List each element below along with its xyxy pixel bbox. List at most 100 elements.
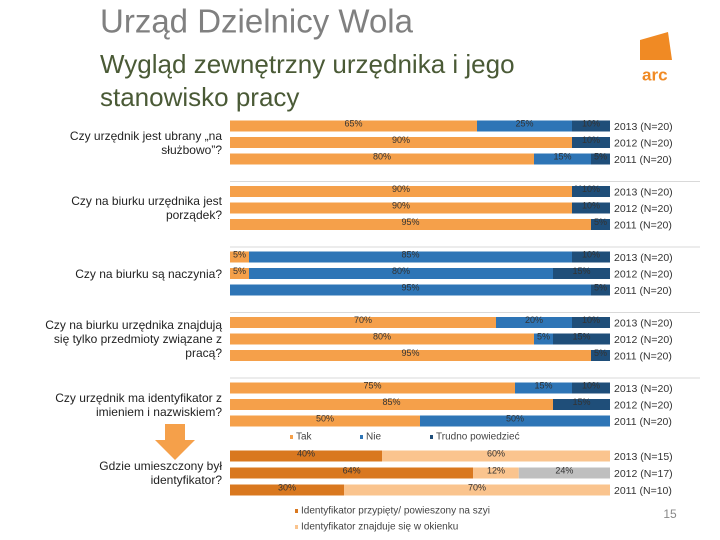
row-label: 2013 (N=20) [614, 383, 673, 395]
bar-segment [230, 202, 572, 214]
value-label: 12% [487, 465, 505, 475]
value-label: 15% [553, 151, 571, 161]
bar-segment [230, 415, 420, 427]
value-label: 50% [506, 413, 524, 423]
row-label: 2011 (N=20) [614, 285, 672, 297]
question: Czy na biurku są naczynia? [75, 266, 222, 281]
bar-segment [230, 268, 249, 279]
value-label: 10% [582, 249, 600, 259]
value-label: 50% [316, 413, 334, 423]
subtitle: Wygląd zewnętrzny urzędnika i jego stano… [100, 49, 515, 112]
bar-segment [230, 484, 344, 496]
value-label: 80% [373, 151, 391, 161]
bar-segment [382, 450, 610, 462]
logo-text: arc [642, 65, 668, 84]
value-label: 64% [343, 465, 361, 475]
legend-marker [360, 435, 363, 439]
bar-segment [344, 484, 610, 496]
bar-segment [553, 268, 610, 279]
value-label: 15% [572, 331, 590, 341]
bar-segment [230, 137, 572, 148]
value-label: 5% [594, 348, 607, 358]
value-label: 40% [297, 448, 315, 458]
legend-marker [290, 435, 293, 439]
value-label: 5% [594, 217, 607, 227]
value-label: 25% [515, 118, 533, 128]
legend-marker [295, 525, 298, 529]
bar-segment [230, 317, 496, 328]
bar-segment [534, 153, 591, 165]
bar-segment [591, 350, 610, 361]
bar-segment [572, 317, 610, 328]
value-label: 5% [233, 266, 246, 276]
bar-segment [230, 186, 572, 197]
bar-segment [572, 120, 610, 132]
question: Czy urzędnik jest ubrany „na służbowo”? [69, 128, 222, 157]
value-label: 5% [537, 331, 550, 341]
value-label: 90% [392, 184, 410, 194]
value-label: 60% [487, 448, 505, 458]
value-label: 15% [572, 397, 590, 407]
title: Urząd Dzielnicy Wola [100, 3, 414, 40]
legend-marker [430, 435, 433, 439]
legend-label: Identyfikator znajduje się w okienku [301, 522, 458, 533]
value-label: 85% [401, 249, 419, 259]
value-label: 10% [582, 184, 600, 194]
value-label: 85% [382, 397, 400, 407]
question: Czy na biurku urzędnika znajdują się tyl… [45, 318, 222, 360]
value-label: 5% [594, 151, 607, 161]
row-label: 2012 (N=20) [614, 399, 673, 411]
value-label: 65% [344, 118, 362, 128]
bar-segment [420, 415, 610, 427]
value-label: 95% [401, 348, 419, 358]
row-label: 2011 (N=20) [614, 154, 672, 166]
bar-segment [572, 186, 610, 197]
bar-segment [249, 268, 553, 279]
legend-label: Tak [296, 432, 313, 443]
bar-segment [230, 467, 474, 479]
bar-segment [230, 382, 515, 394]
row-label: 2012 (N=20) [614, 334, 673, 346]
value-label: 5% [233, 249, 246, 259]
row-label: 2011 (N=10) [614, 485, 672, 497]
bar-segment [553, 399, 610, 410]
arrow [155, 424, 195, 460]
value-label: 90% [392, 135, 410, 145]
value-label: 30% [278, 482, 296, 492]
value-label: 80% [373, 331, 391, 341]
row-label: 2012 (N=17) [614, 468, 673, 480]
logo-shape [640, 32, 672, 60]
question: Czy na biurku urzędnika jest porządek? [71, 194, 222, 222]
bar-segment [230, 120, 477, 132]
bar-segment [591, 284, 610, 296]
bar-segment [515, 382, 572, 394]
row-label: 2011 (N=20) [614, 350, 672, 362]
bar-segment [230, 450, 382, 462]
bar-segment [230, 284, 591, 296]
bar-segment [572, 382, 610, 394]
row-label: 2013 (N=20) [614, 317, 673, 329]
bar-segment [477, 120, 572, 132]
value-label: 95% [401, 282, 419, 292]
value-label: 10% [582, 118, 600, 128]
row-label: 2011 (N=20) [614, 416, 672, 428]
row-label: 2013 (N=15) [614, 451, 673, 463]
legend-label: Nie [366, 432, 381, 443]
page-number: 15 [663, 507, 677, 521]
value-label: 10% [582, 315, 600, 325]
value-label: 20% [525, 315, 543, 325]
bar-segment [518, 467, 610, 479]
bar-segment [230, 399, 553, 410]
row-label: 2012 (N=20) [614, 203, 673, 215]
value-label: 24% [555, 465, 573, 475]
bar-segment [553, 333, 610, 345]
row-label: 2011 (N=20) [614, 219, 672, 231]
value-label: 10% [582, 200, 600, 210]
value-label: 75% [363, 380, 381, 390]
question: Czy urzędnik ma identyfikator z imieniem… [55, 390, 222, 419]
legend-label: Identyfikator przypięty/ powieszony na s… [301, 506, 490, 517]
legend-label: Trudno powiedzieć [436, 432, 520, 443]
logo: arc [640, 32, 672, 84]
value-label: 10% [582, 135, 600, 145]
